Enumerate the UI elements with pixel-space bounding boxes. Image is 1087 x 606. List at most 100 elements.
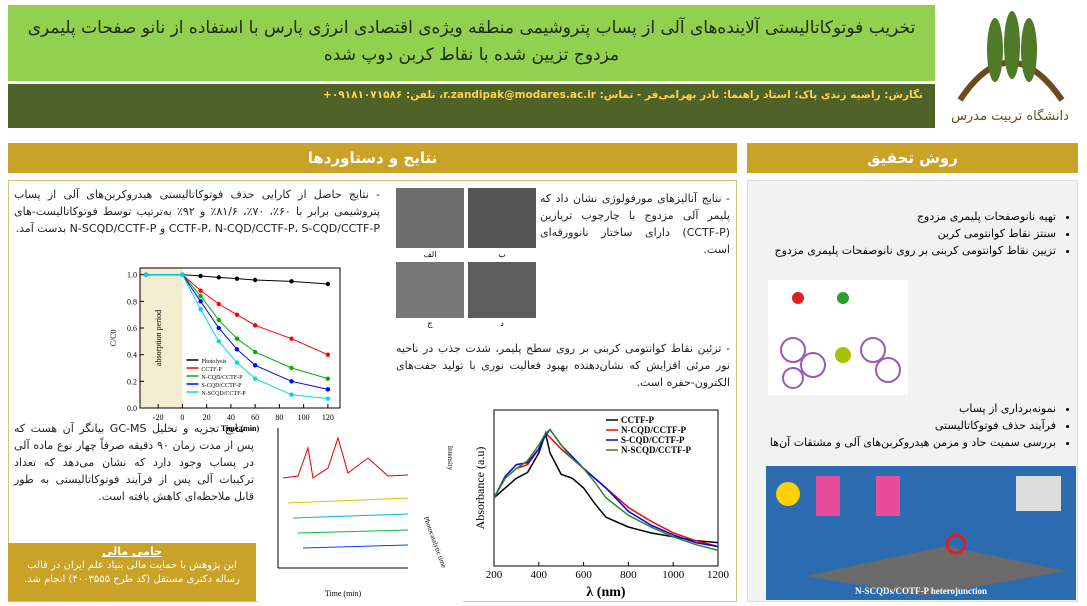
funding-title: حامی مالی [101, 545, 163, 558]
gcms-chart: Time (min) Intensity Photocatalytic time [258, 418, 463, 602]
y-tick-label: 0.6 [127, 324, 137, 333]
x-tick-label: 400 [531, 569, 548, 581]
data-point [198, 288, 203, 293]
method-step: نمونه‌برداری از پساب [755, 400, 1056, 417]
legend-label: Photolysis [201, 359, 227, 365]
legend-label: N-SCQD/CCTF-P [201, 391, 246, 397]
x-tick-label: 1000 [662, 569, 685, 581]
data-point [289, 392, 294, 397]
data-point [216, 275, 221, 280]
legend-label: N-CQD/CCTF-P [201, 375, 243, 381]
data-point [234, 347, 240, 352]
sem-images: الف ب ج د [396, 188, 536, 328]
data-point [216, 339, 221, 344]
x-axis-title: λ (nm) [586, 585, 625, 600]
data-point [325, 376, 331, 381]
data-point [234, 312, 240, 317]
data-point [198, 293, 203, 299]
x-tick-label: 60 [251, 413, 259, 422]
section-heading: نتایج و دستاوردها [8, 143, 737, 173]
y-tick-label: 1.0 [127, 271, 137, 280]
x-tick-label: 40 [227, 413, 235, 422]
synthesis-figure [768, 280, 908, 395]
data-point [143, 272, 149, 277]
data-point [289, 336, 294, 341]
logo-text: دانشگاه تربیت مدرس [951, 108, 1069, 124]
data-point [216, 301, 221, 307]
data-point [325, 396, 331, 401]
series-line [146, 274, 329, 356]
method-step: بررسی سمیت حاد و مزمن هیدروکربن‌های آلی … [755, 434, 1056, 451]
legend-label: N-SCQD/CCTF-P [621, 445, 691, 455]
sem-label: د [500, 319, 504, 328]
shaded-region [140, 268, 183, 408]
data-point [180, 272, 185, 277]
data-point [234, 336, 240, 341]
x-tick-label: -20 [153, 413, 164, 422]
x-axis-title: Time (min) [221, 424, 260, 433]
legend-label: CCTF-P [201, 367, 222, 373]
absorbance-chart: 200 400 600 800 1000 1200 λ (nm) Absorbance (a.… [473, 409, 730, 600]
method-list: نمونه‌برداری از پسابفرآیند حذف فوتوکاتال… [755, 400, 1070, 451]
legend-label: S-CQD/CCTF-P [201, 383, 242, 389]
sem-label: ب [498, 250, 506, 259]
heterojunction-figure: N-SCQDs/COTF-P heterojunction [766, 466, 1076, 600]
method-list: تهیه نانوصفحات پلیمری مزدوجسنتز نقاط کوا… [755, 208, 1070, 259]
figure-caption: N-SCQDs/COTF-P heterojunction [855, 586, 987, 596]
method-step: فرآیند حذف فوتوکاتالیستی [755, 417, 1056, 434]
authors: نگارش: راضیه زندی پاک؛ استاد راهنما: ناد… [8, 84, 935, 128]
data-point [198, 299, 203, 304]
x-tick-label: 20 [203, 413, 211, 422]
funding-box: حامی مالی این پژوهش با حمایت مالی بنیاد … [8, 543, 256, 601]
y-tick-label: 0.8 [127, 297, 137, 306]
section-heading: روش تحقیق [747, 143, 1078, 173]
series-line [146, 274, 328, 390]
x-tick-label: 100 [298, 413, 310, 422]
sem-label: ج [427, 319, 433, 328]
method-step: تزیین نقاط کوانتومی کربنی بر روی نانوصفح… [755, 242, 1056, 259]
data-point [216, 325, 221, 331]
x-tick-label: 120 [322, 413, 334, 422]
axis-title: Intensity [446, 446, 454, 471]
plot-frame [139, 267, 341, 409]
x-tick-label: 80 [275, 413, 283, 422]
data-point [289, 379, 294, 384]
degradation-chart: absorption period -20 0 20 40 60 80 100 120 0.0 0.… [109, 267, 341, 433]
data-point [325, 387, 331, 392]
series-line [493, 430, 719, 544]
axis-title: Time (min) [325, 589, 362, 598]
paragraph: - نتایج تجزیه و تحلیل GC-MS بیانگر آن هس… [14, 422, 254, 503]
poster-title: تخریب فوتوکاتالیستی آلاینده‌های آلی از پ… [8, 5, 935, 81]
data-point [198, 273, 203, 279]
y-axis-title: C/C0 [109, 330, 118, 347]
logo: دانشگاه تربیت مدرس [951, 11, 1069, 124]
series-line [493, 428, 719, 552]
data-point [252, 376, 258, 381]
paragraph: - نتایج آنالیزهای مورفولوژی نشان داد که … [540, 192, 730, 256]
sem-label: الف [424, 250, 437, 259]
method-step: تهیه نانوصفحات پلیمری مزدوج [755, 208, 1056, 225]
y-tick-label: 0.2 [127, 377, 137, 386]
x-tick-label: 0 [180, 413, 184, 422]
x-tick-label: 200 [486, 569, 503, 581]
y-axis-title: Absorbance (a.u) [473, 447, 487, 530]
data-point [198, 307, 203, 312]
data-point [289, 279, 294, 284]
data-point [325, 281, 331, 287]
data-point [252, 277, 258, 283]
data-point [252, 349, 258, 355]
legend-label: CCTF-P [621, 415, 654, 425]
data-point [234, 360, 240, 365]
x-tick-label: 800 [620, 569, 637, 581]
series-line [146, 274, 329, 380]
plot-frame [493, 409, 719, 567]
data-point [234, 276, 240, 281]
method-step: سنتز نقاط کوانتومی کربن [755, 225, 1056, 242]
data-point [216, 317, 221, 323]
y-tick-label: 0.4 [127, 351, 137, 360]
funding-text: این پژوهش با حمایت مالی بنیاد علم ایران … [24, 560, 240, 585]
data-point [252, 323, 258, 328]
data-point [289, 365, 294, 371]
data-point [252, 363, 258, 368]
